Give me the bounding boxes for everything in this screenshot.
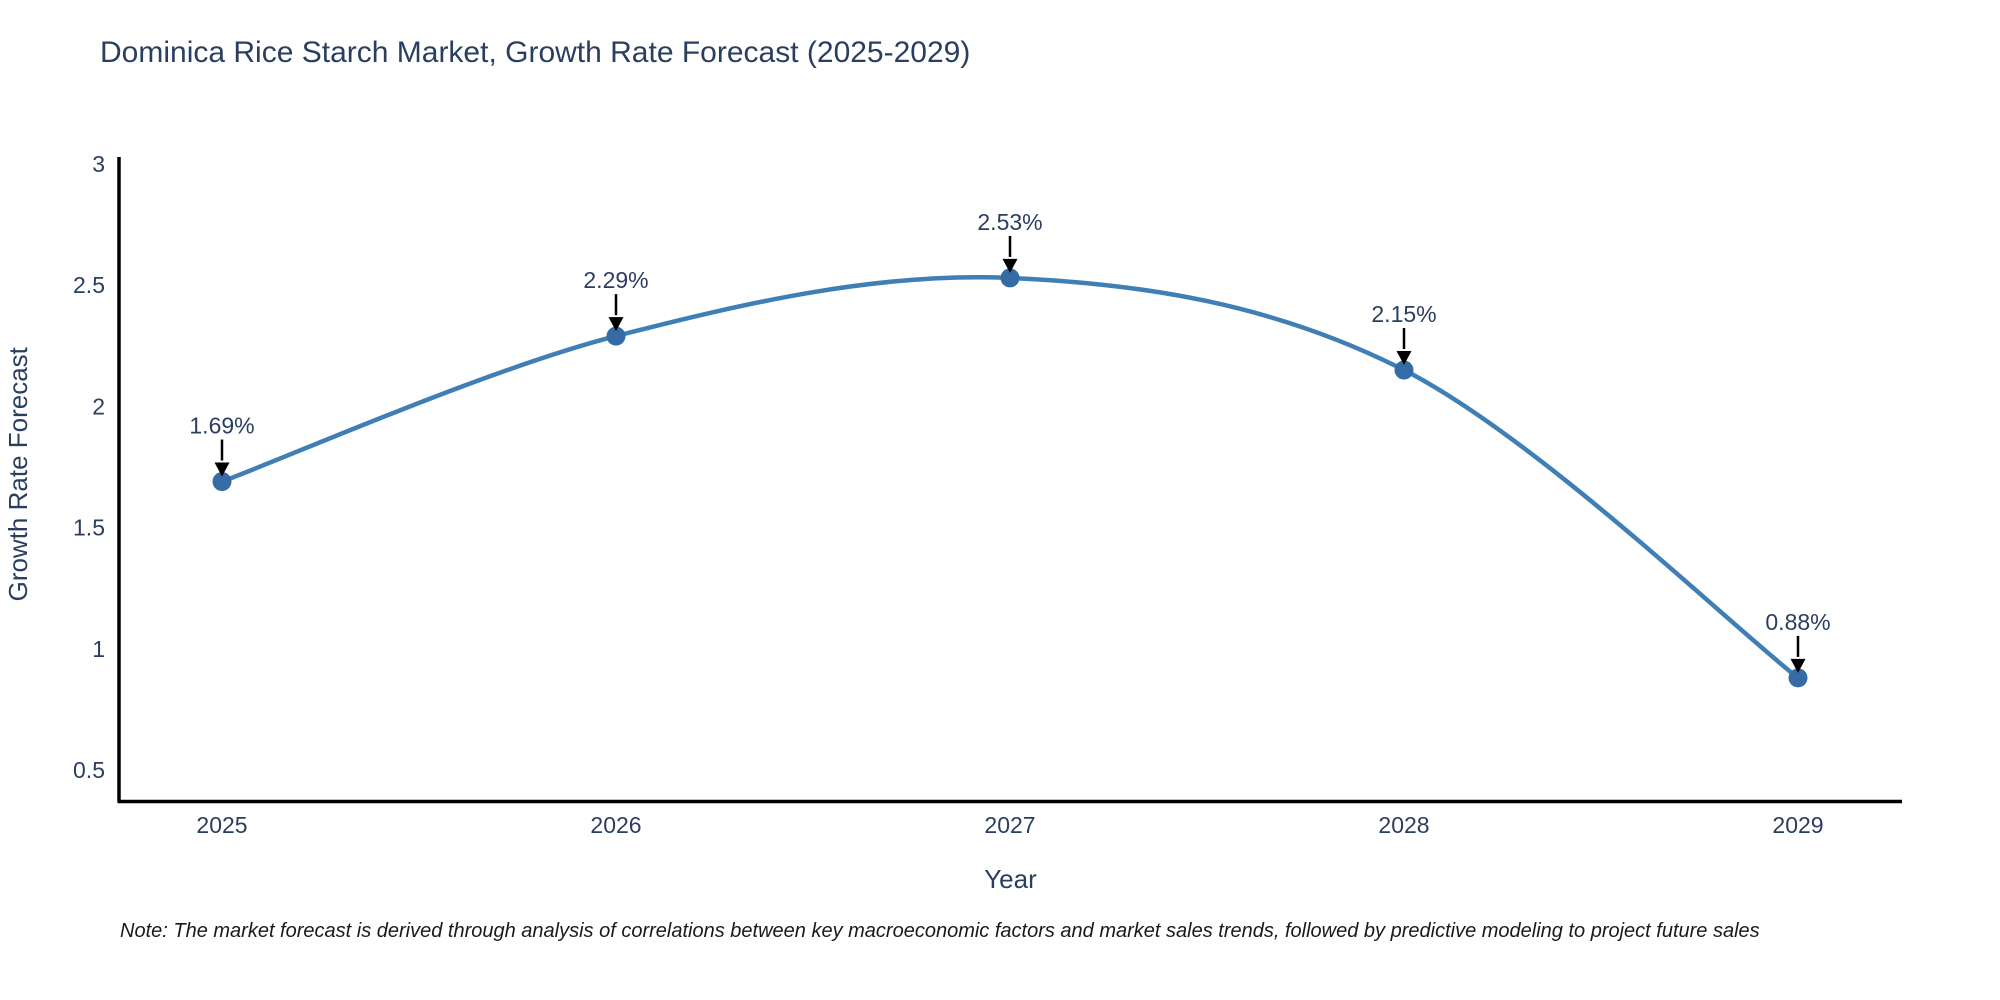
y-axis-title: Growth Rate Forecast <box>3 346 33 601</box>
y-tick-label: 2 <box>92 393 105 419</box>
annotation-arrowhead <box>1396 351 1412 366</box>
data-point-marker-2027[interactable] <box>1000 268 1020 288</box>
annotation-arrowhead <box>1002 258 1018 273</box>
annotation-arrowhead <box>608 317 624 332</box>
data-point-marker-2029[interactable] <box>1788 668 1808 688</box>
y-tick-label: 3 <box>92 151 105 177</box>
annotation-arrowhead <box>214 462 230 477</box>
y-tick-label: 0.5 <box>73 757 105 783</box>
y-tick-label: 2.5 <box>73 272 105 298</box>
annotation-arrowhead <box>1790 658 1806 673</box>
x-tick-label: 2027 <box>984 812 1035 838</box>
data-point-marker-2026[interactable] <box>606 326 626 346</box>
y-tick-label: 1 <box>92 636 105 662</box>
data-point-label-2029: 0.88% <box>1765 609 1830 635</box>
data-point-label-2028: 2.15% <box>1371 301 1436 327</box>
x-tick-label: 2028 <box>1378 812 1429 838</box>
forecast-trend-line <box>219 275 1801 681</box>
x-tick-label: 2029 <box>1772 812 1823 838</box>
chart-title: Dominica Rice Starch Market, Growth Rate… <box>100 36 971 69</box>
data-point-marker-2025[interactable] <box>212 472 232 492</box>
data-point-label-2026: 2.29% <box>583 267 648 293</box>
source-note: Note: The market forecast is derived thr… <box>120 920 1760 942</box>
data-point-label-2027: 2.53% <box>977 209 1042 235</box>
data-point-label-2025: 1.69% <box>189 413 254 439</box>
data-point-marker-2028[interactable] <box>1394 360 1414 380</box>
x-axis-title: Year <box>984 864 1037 894</box>
y-tick-label: 1.5 <box>73 515 105 541</box>
x-tick-label: 2025 <box>196 812 247 838</box>
x-tick-label: 2026 <box>590 812 641 838</box>
